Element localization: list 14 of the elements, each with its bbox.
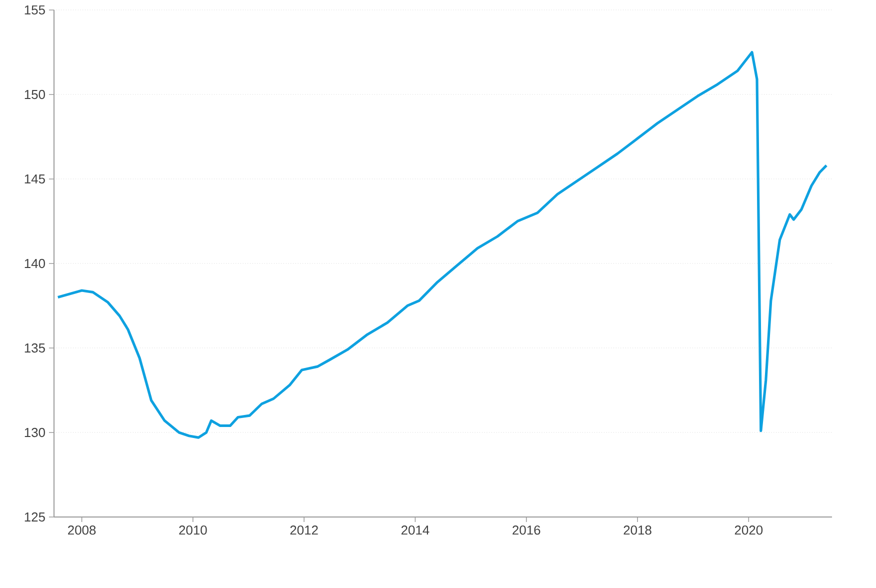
y-tick-label: 135: [24, 343, 45, 353]
y-tick-label: 145: [24, 174, 45, 184]
x-tick-label: 2018: [624, 526, 652, 535]
y-tick-label: 125: [24, 512, 45, 522]
y-tick-label: 150: [24, 90, 45, 100]
y-tick-label: 140: [24, 258, 45, 268]
y-tick-label: 155: [24, 5, 45, 14]
x-tick-label: 2012: [290, 526, 318, 535]
x-tick-label: 2020: [734, 526, 763, 535]
x-tick-label: 2008: [68, 526, 96, 535]
x-tick-label: 2010: [179, 526, 207, 535]
y-tick-label: 130: [24, 428, 45, 438]
x-tick-label: 2016: [512, 526, 540, 535]
x-tick-label: 2014: [401, 526, 430, 535]
